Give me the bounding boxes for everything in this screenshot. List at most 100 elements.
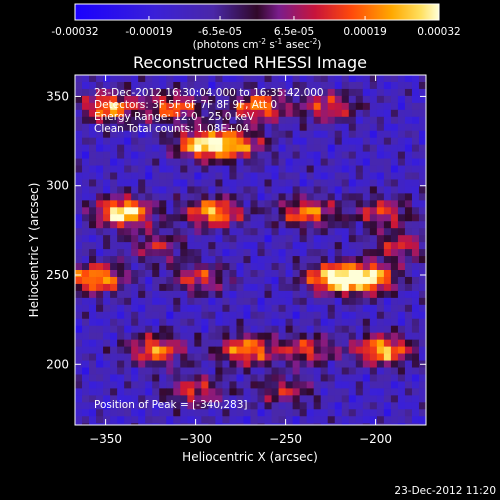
heatmap-cell: [327, 75, 336, 83]
heatmap-cell: [215, 360, 223, 368]
heatmap-cell: [362, 95, 371, 104]
heatmap-cell: [75, 144, 83, 153]
heatmap-cell: [236, 325, 244, 334]
heatmap-cell: [173, 332, 181, 341]
heatmap-cell: [299, 158, 308, 167]
heatmap-cell: [348, 270, 357, 278]
heatmap-cell: [187, 270, 195, 278]
heatmap-cell: [313, 221, 322, 229]
heatmap-cell: [103, 151, 111, 160]
heatmap-cell: [201, 325, 209, 334]
heatmap-cell: [222, 256, 230, 264]
heatmap-cell: [180, 360, 188, 368]
heatmap-cell: [397, 88, 406, 97]
heatmap-cell: [138, 276, 146, 285]
heatmap-cell: [194, 256, 202, 264]
heatmap-cell: [397, 130, 406, 139]
heatmap-cell: [264, 332, 273, 341]
heatmap-cell: [418, 102, 426, 111]
heatmap-cell: [236, 395, 244, 403]
heatmap-cell: [187, 95, 195, 104]
heatmap-cell: [404, 263, 413, 271]
heatmap-cell: [117, 276, 125, 285]
heatmap-cell: [355, 276, 364, 285]
heatmap-cell: [215, 186, 223, 194]
heatmap-cell: [124, 228, 132, 236]
heatmap-cell: [103, 242, 111, 250]
heatmap-cell: [334, 207, 343, 215]
heatmap-cell: [159, 263, 167, 271]
heatmap-cell: [222, 346, 230, 355]
heatmap-cell: [418, 207, 426, 215]
heatmap-cell: [138, 116, 146, 125]
heatmap-cell: [376, 158, 385, 167]
heatmap-cell: [306, 290, 315, 299]
heatmap-cell: [418, 388, 426, 396]
heatmap-cell: [82, 283, 90, 292]
heatmap-cell: [433, 402, 441, 409]
heatmap-cell: [264, 151, 273, 160]
heatmap-cell: [320, 297, 329, 306]
heatmap-cell: [138, 388, 146, 396]
heatmap-cell: [306, 228, 315, 236]
heatmap-cell: [433, 242, 441, 249]
heatmap-cell: [145, 297, 153, 306]
heatmap-cell: [145, 158, 153, 167]
heatmap-cell: [271, 367, 280, 375]
heatmap-cell: [229, 430, 237, 437]
heatmap-cell: [96, 179, 104, 187]
heatmap-cell: [138, 402, 146, 410]
heatmap-cell: [180, 158, 188, 167]
heatmap-cell: [306, 179, 315, 187]
heatmap-cell: [404, 416, 413, 424]
heatmap-cell: [187, 137, 195, 146]
heatmap-cell: [404, 102, 413, 111]
heatmap-cell: [173, 297, 181, 306]
heatmap-cell: [96, 353, 104, 362]
heatmap-cell: [173, 339, 181, 348]
heatmap-cell: [369, 388, 378, 396]
heatmap-cell: [75, 276, 83, 285]
heatmap-cell: [159, 242, 167, 250]
heatmap-cell: [159, 346, 167, 355]
heatmap-cell: [327, 423, 336, 425]
heatmap-cell: [166, 256, 174, 264]
heatmap-cell: [250, 130, 259, 139]
heatmap-cell: [341, 360, 350, 368]
heatmap-cell: [292, 249, 301, 257]
heatmap-cell: [257, 249, 266, 257]
heatmap-cell: [250, 123, 259, 132]
heatmap-cell: [341, 297, 350, 306]
heatmap-cell: [404, 207, 413, 215]
heatmap-cell: [383, 109, 392, 118]
heatmap-cell: [433, 333, 441, 340]
heatmap-cell: [75, 409, 83, 417]
heatmap-cell: [159, 200, 167, 208]
heatmap-cell: [117, 193, 125, 201]
heatmap-cell: [341, 346, 350, 355]
heatmap-cell: [341, 95, 350, 104]
heatmap-cell: [110, 283, 118, 292]
heatmap-cell: [334, 172, 343, 180]
heatmap-cell: [229, 409, 237, 417]
heatmap-cell: [131, 283, 139, 292]
heatmap-cell: [173, 318, 181, 327]
heatmap-cell: [117, 304, 125, 313]
heatmap-cell: [376, 186, 385, 194]
heatmap-cell: [208, 249, 216, 257]
heatmap-cell: [285, 416, 294, 424]
heatmap-cell: [355, 172, 364, 180]
heatmap-cell: [355, 318, 364, 327]
heatmap-cell: [320, 360, 329, 368]
heatmap-cell: [390, 276, 399, 285]
heatmap-cell: [124, 283, 132, 292]
heatmap-cell: [131, 367, 139, 375]
heatmap-cell: [306, 360, 315, 368]
heatmap-cell: [117, 200, 125, 208]
heatmap-cell: [117, 325, 125, 334]
heatmap-cell: [327, 311, 336, 320]
heatmap-cell: [180, 214, 188, 222]
heatmap-cell: [103, 402, 111, 410]
heatmap-cell: [117, 207, 125, 215]
heatmap-cell: [215, 158, 223, 167]
